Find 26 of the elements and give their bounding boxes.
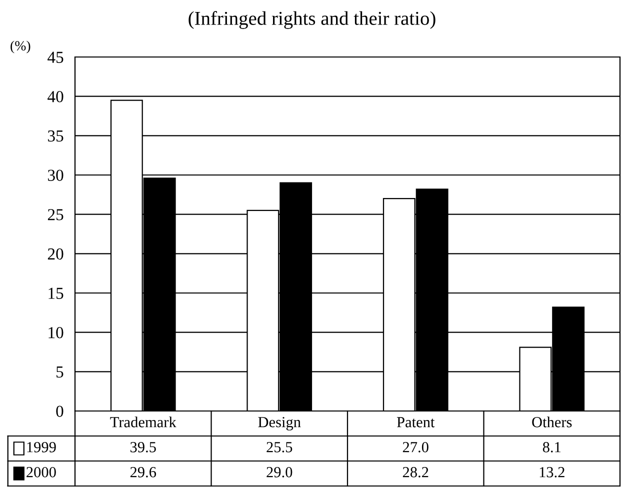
data-label: 25.5 [266,442,292,452]
y-tick-label: 10 [48,327,64,338]
legend-label: 2000 [26,467,56,478]
x-tick-label: Patent [396,417,435,428]
y-axis-title: (%) [10,40,30,54]
y-tick-label: 25 [48,209,64,220]
x-tick-label: Others [532,416,572,428]
y-tick-label: 5 [56,366,64,378]
y-tick-label: 35 [48,130,64,142]
data-label: 29.0 [266,467,292,478]
data-label: 8.1 [542,442,561,452]
data-label: 13.2 [540,467,564,478]
y-tick-label: 30 [48,170,64,181]
y-tick-label: 45 [48,52,64,63]
data-label: 27.0 [402,442,428,452]
y-tick-label: 40 [48,91,64,102]
y-tick-label: 0 [56,406,64,417]
y-tick-label: 15 [48,288,64,299]
chart-title: (Infringed rights and their ratio) [188,11,436,29]
data-label: 28.2 [402,467,428,478]
legend-label: 1999 [27,442,56,452]
data-label: 29.6 [130,467,156,478]
y-tick-label: 20 [48,248,64,260]
x-tick-label: Design [258,417,301,430]
data-label: 39.5 [130,442,156,452]
x-tick-label: Trademark [110,416,176,428]
